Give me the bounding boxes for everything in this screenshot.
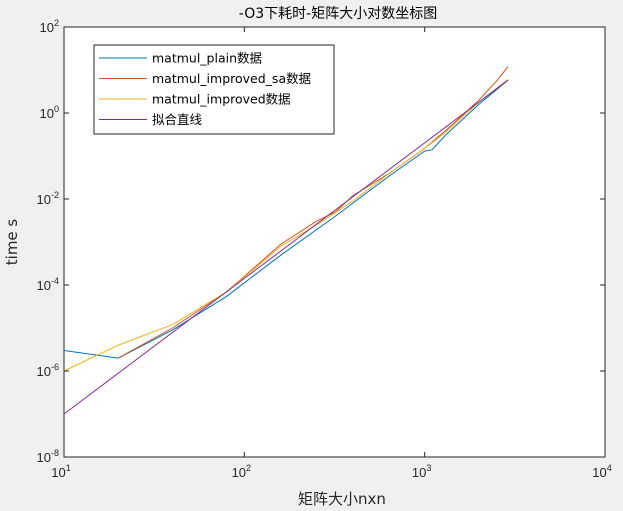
- y-tick-label-1: 10-6: [37, 362, 59, 379]
- legend: matmul_plain数据 matmul_improved_sa数据matmul…: [93, 44, 335, 135]
- x-tick-label-2: 103: [412, 463, 431, 480]
- y-tick-label-5: 102: [40, 18, 59, 35]
- y-tick-label-3: 10-2: [37, 190, 59, 207]
- y-axis-title: time s: [3, 219, 21, 266]
- legend-label-1: matmul_plain数据: [152, 51, 262, 66]
- tick-layer: 101 102 103 104 10-8 10-6 10-4 10-2 100 102: [37, 18, 612, 480]
- legend-label-2: matmul_improved_sa数据: [152, 71, 311, 86]
- x-axis-title: 矩阵大小nxn: [298, 490, 386, 508]
- series-line-4: [63, 79, 509, 415]
- legend-label-3: matmul_improved数据: [152, 92, 291, 107]
- legend-label-4: 拟合直线: [152, 112, 203, 127]
- x-tick-label-3: 104: [592, 463, 611, 480]
- x-tick-label-0: 101: [51, 463, 70, 480]
- series-line-1: [63, 79, 509, 359]
- series-layer: [63, 66, 509, 415]
- y-tick-label-4: 100: [40, 104, 59, 121]
- series-line-3: [63, 79, 509, 372]
- y-tick-label-0: 10-8: [37, 448, 59, 465]
- chart-title: -O3下耗时-矩阵大小对数坐标图: [239, 6, 437, 22]
- y-tick-label-2: 10-4: [37, 276, 59, 293]
- x-tick-label-1: 102: [232, 463, 251, 480]
